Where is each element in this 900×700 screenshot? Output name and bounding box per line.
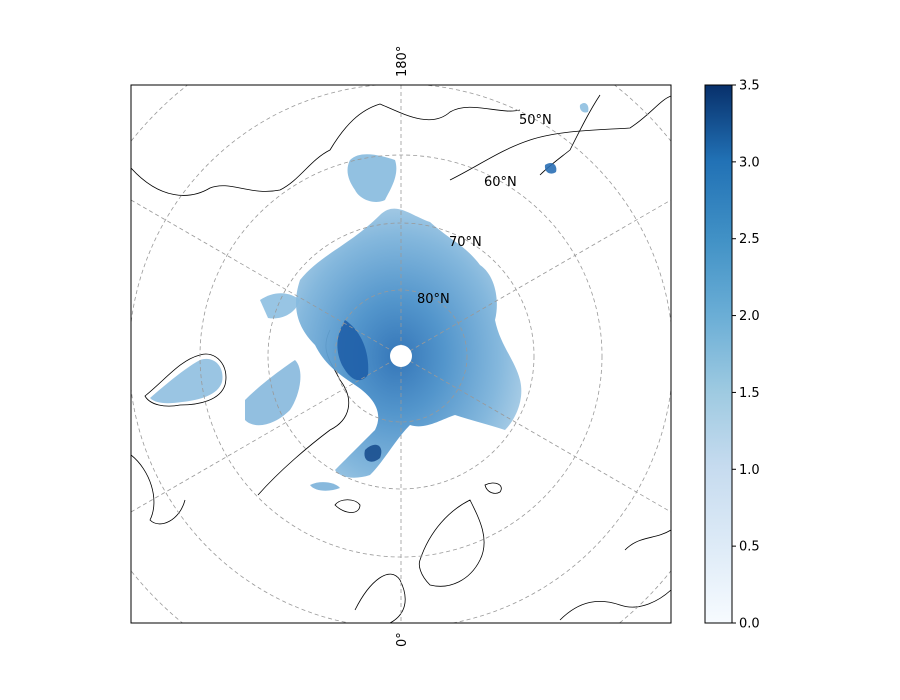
colorbar-ticks: 0.0 0.5 1.0 1.5 2.0 2.5 3.0 3.5 xyxy=(732,79,760,632)
colorbar-tick-label: 0.0 xyxy=(739,617,760,632)
colorbar-tick-label: 2.5 xyxy=(739,232,760,247)
map-frame xyxy=(130,84,672,624)
colorbar-tick-label: 0.5 xyxy=(739,540,760,555)
colorbar: 0.0 0.5 1.0 1.5 2.0 2.5 3.0 3.5 xyxy=(704,79,760,632)
lat-label-70: 70°N xyxy=(449,235,482,250)
meridian-label-top: 180° xyxy=(395,46,410,77)
lat-label-50: 50°N xyxy=(519,113,552,128)
colorbar-tick-label: 1.0 xyxy=(739,463,760,478)
colorbar-tick-label: 2.0 xyxy=(739,309,760,324)
colorbar-tick-label: 3.0 xyxy=(739,155,760,170)
colorbar-tick-label: 3.5 xyxy=(739,79,760,94)
map-content: 50°N 60°N 70°N 80°N xyxy=(131,85,671,623)
colorbar-gradient xyxy=(704,84,733,624)
lat-label-60: 60°N xyxy=(484,175,517,190)
pole-hole xyxy=(390,345,412,367)
map-axes: 50°N 60°N 70°N 80°N 180° 0° xyxy=(130,46,672,647)
colorbar-tick-label: 1.5 xyxy=(739,386,760,401)
meridian-label-bottom: 0° xyxy=(395,632,410,647)
sea-ice-field xyxy=(150,102,589,491)
lat-label-80: 80°N xyxy=(417,292,450,307)
